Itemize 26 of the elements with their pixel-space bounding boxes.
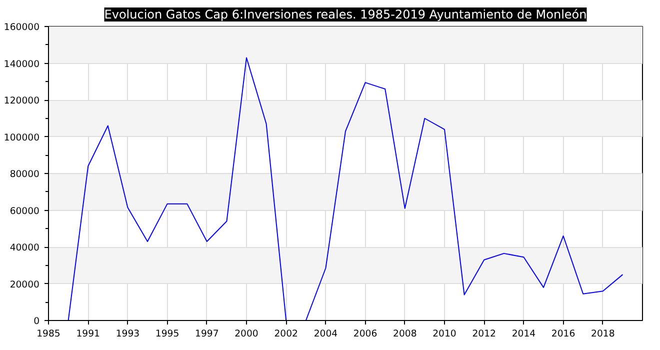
line-series (68, 57, 624, 320)
y-tick-label: 120000 (4, 96, 40, 106)
y-tick-label: 160000 (4, 22, 40, 33)
x-tick-label: 2018 (591, 328, 615, 340)
x-tick-label: 1997 (195, 328, 219, 340)
y-tick-label: 140000 (4, 58, 40, 70)
y-tick-label: 20000 (10, 279, 40, 290)
x-tick-label: 2004 (314, 328, 338, 340)
x-tick-label: 1993 (116, 328, 140, 340)
x-tick-label: 1985 (36, 328, 60, 340)
y-tick-label: 100000 (4, 132, 40, 144)
y-tick-label: 80000 (10, 169, 40, 180)
chart-title: Evolucion Gatos Cap 6:Inversiones reales. 1985-2019 Ayuntamiento de Monleón (104, 8, 587, 22)
x-tick-label: 2002 (274, 328, 298, 340)
y-tick-label: 60000 (10, 206, 40, 217)
x-tick-label: 1991 (76, 328, 100, 340)
x-tick-label: 2000 (234, 328, 258, 340)
x-tick-label: 2016 (551, 328, 576, 340)
x-tick-label: 2008 (393, 328, 417, 340)
x-tick-label: 2010 (432, 328, 456, 340)
x-tick-label: 2006 (353, 328, 378, 340)
x-tick-label: 2012 (472, 328, 496, 340)
x-tick-label: 1995 (155, 328, 180, 340)
x-tick-label: 2014 (512, 328, 536, 340)
y-tick-label: 0 (34, 316, 40, 327)
y-tick-label: 40000 (10, 242, 40, 254)
